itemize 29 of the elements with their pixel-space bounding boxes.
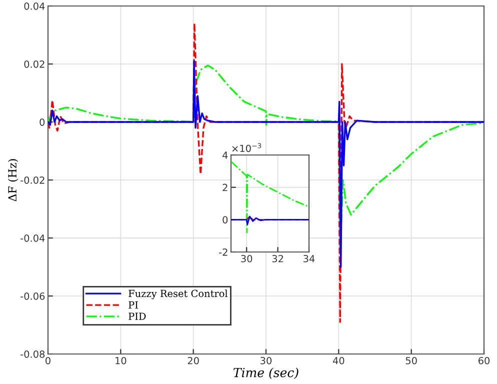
legend-label: PID <box>128 312 146 320</box>
x-tick-label: 0 <box>46 356 50 364</box>
legend-label: PI <box>128 301 138 308</box>
y-tick-label: 0.04 <box>24 2 45 10</box>
x-tick-label: 50 <box>406 356 417 364</box>
y-tick-label: -2 <box>219 248 228 256</box>
y-tick-label: -0.04 <box>20 234 45 242</box>
x-axis-title: Time (sec) <box>234 368 298 380</box>
x-tick-label: 10 <box>116 356 126 364</box>
line-series <box>231 216 309 226</box>
y-tick-label: 4 <box>222 152 228 159</box>
line-series <box>231 160 309 234</box>
x-tick-label: 20 <box>188 356 199 364</box>
y-axis-title: ΔF (Hz) <box>8 159 18 202</box>
y-tick-label: -0.08 <box>20 350 45 358</box>
x-tick-label: 30 <box>241 254 252 262</box>
y-tick-label: 0.02 <box>24 60 44 68</box>
y-tick-label: -0.06 <box>20 292 45 300</box>
y-tick-label: 0 <box>40 118 45 126</box>
x-tick-label: 30 <box>260 356 272 364</box>
y-tick-label: 2 <box>222 184 228 192</box>
y-tick-label: 0 <box>222 216 228 224</box>
y-tick-label: -0.02 <box>20 176 44 184</box>
x-tick-label: 34 <box>304 254 315 262</box>
x-tick-label: 32 <box>272 254 284 262</box>
x-tick-label: 40 <box>332 356 344 364</box>
x-tick-label: 60 <box>478 356 490 364</box>
legend-label: Fuzzy Reset Control <box>128 290 228 300</box>
annotation: ×10$^{−3}$ <box>232 143 262 152</box>
